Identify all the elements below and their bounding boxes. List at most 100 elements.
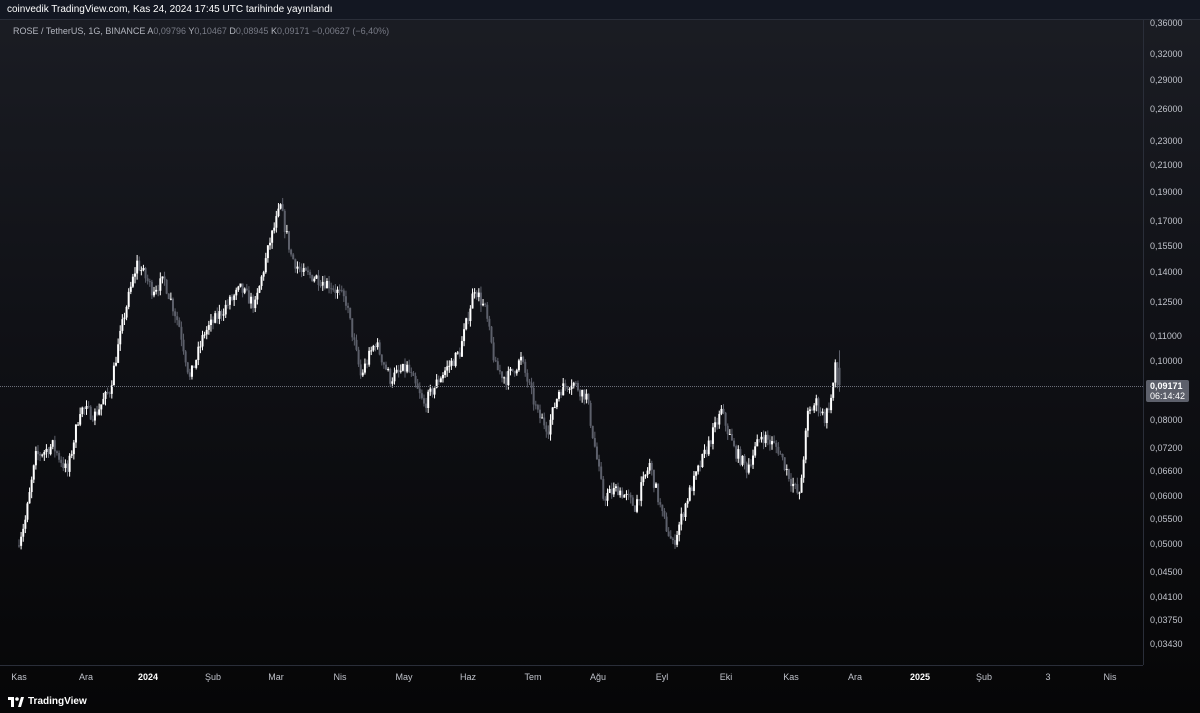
candle-body	[741, 455, 744, 465]
candle-body	[121, 319, 124, 331]
candle-body	[296, 266, 299, 269]
candle	[287, 230, 290, 253]
candle	[49, 443, 52, 456]
candle	[146, 274, 149, 285]
candle-body	[779, 453, 782, 455]
candle-body	[549, 419, 552, 435]
candle	[104, 390, 107, 406]
candle-body	[203, 334, 206, 336]
candle-body	[650, 462, 653, 470]
candle	[233, 293, 236, 306]
candle-body	[530, 382, 533, 388]
candle-body	[471, 293, 474, 309]
candle	[463, 323, 466, 347]
price-tick: 0,14000	[1150, 267, 1183, 278]
candle	[617, 482, 620, 496]
candle	[370, 346, 373, 356]
candle-body	[695, 471, 698, 476]
price-axis[interactable]: 0,36000 0,32000 0,29000 0,26000 0,23000 0,210…	[1143, 18, 1200, 665]
candle-body	[823, 411, 826, 424]
candle	[79, 407, 82, 427]
candle	[446, 360, 449, 377]
candle-body	[815, 398, 818, 406]
candle-body	[112, 365, 115, 386]
candle-body	[752, 455, 755, 465]
candle-body	[74, 424, 77, 443]
time-tick: Mar	[268, 672, 284, 682]
candle-body	[336, 289, 339, 293]
candle-body	[690, 487, 693, 491]
candle-body	[547, 431, 550, 435]
candle	[747, 458, 750, 475]
candle-body	[150, 281, 153, 296]
candle	[431, 386, 434, 398]
candle	[492, 336, 495, 363]
candle	[496, 357, 499, 371]
candle-body	[306, 270, 309, 273]
candle-body	[157, 289, 160, 291]
candle	[100, 404, 103, 416]
candle	[602, 475, 605, 501]
candle	[507, 366, 510, 390]
candle	[399, 364, 402, 374]
candle	[306, 266, 309, 275]
candle-body	[317, 275, 320, 286]
tradingview-logo[interactable]: TradingView	[8, 696, 87, 707]
candle-body	[357, 349, 360, 365]
candle-body	[745, 463, 748, 473]
candle-body	[811, 409, 814, 411]
candle	[176, 311, 179, 326]
candle-body	[216, 313, 219, 319]
candle	[707, 436, 710, 457]
candle-body	[171, 298, 174, 312]
candle	[673, 534, 676, 549]
candle-body	[41, 454, 44, 456]
price-tick: 0,06000	[1150, 491, 1183, 502]
candle	[465, 317, 468, 331]
candle	[657, 483, 660, 506]
candle	[363, 358, 366, 375]
candle-body	[420, 393, 423, 399]
candle-body	[349, 307, 352, 319]
candle	[319, 280, 322, 288]
candle	[450, 358, 453, 370]
candlestick-chart[interactable]	[0, 20, 1143, 665]
price-tick: 0,05500	[1150, 514, 1183, 525]
candle-body	[93, 411, 96, 421]
candle-body	[629, 494, 632, 498]
candle	[640, 476, 643, 507]
candle-body	[602, 478, 605, 499]
time-tick: 2024	[137, 672, 159, 682]
candle-body	[766, 434, 769, 440]
candle	[811, 407, 814, 411]
candle-body	[182, 339, 185, 352]
symbol-title[interactable]: ROSE / TetherUS, 1G, BINANCE	[13, 26, 146, 36]
candle	[711, 422, 714, 450]
candle-body	[498, 370, 501, 372]
candle-body	[568, 389, 571, 391]
candle-body	[813, 405, 816, 411]
time-axis[interactable]: Kas Ara 2024 Şub Mar Nis May Haz Tem Ağu Eyl Eki Kas…	[0, 665, 1143, 689]
candle	[614, 483, 617, 492]
candle	[347, 302, 350, 314]
candle	[547, 425, 550, 439]
candle	[724, 411, 727, 432]
candle-body	[627, 493, 630, 495]
candle	[503, 376, 506, 384]
candle-body	[391, 381, 394, 384]
candle-body	[488, 318, 491, 327]
candle-body	[184, 351, 187, 363]
candle-body	[517, 360, 520, 371]
candle	[218, 304, 221, 325]
candle	[55, 450, 58, 456]
candle-body	[323, 281, 326, 289]
candle	[91, 415, 94, 423]
candle-body	[598, 459, 601, 467]
candle-body	[671, 538, 674, 541]
chart-pane[interactable]	[0, 20, 1143, 665]
candle-body	[543, 417, 546, 426]
candle	[555, 398, 558, 410]
candle-countdown: 06:14:42	[1150, 391, 1186, 401]
candle-body	[36, 451, 39, 455]
candle	[87, 401, 90, 409]
